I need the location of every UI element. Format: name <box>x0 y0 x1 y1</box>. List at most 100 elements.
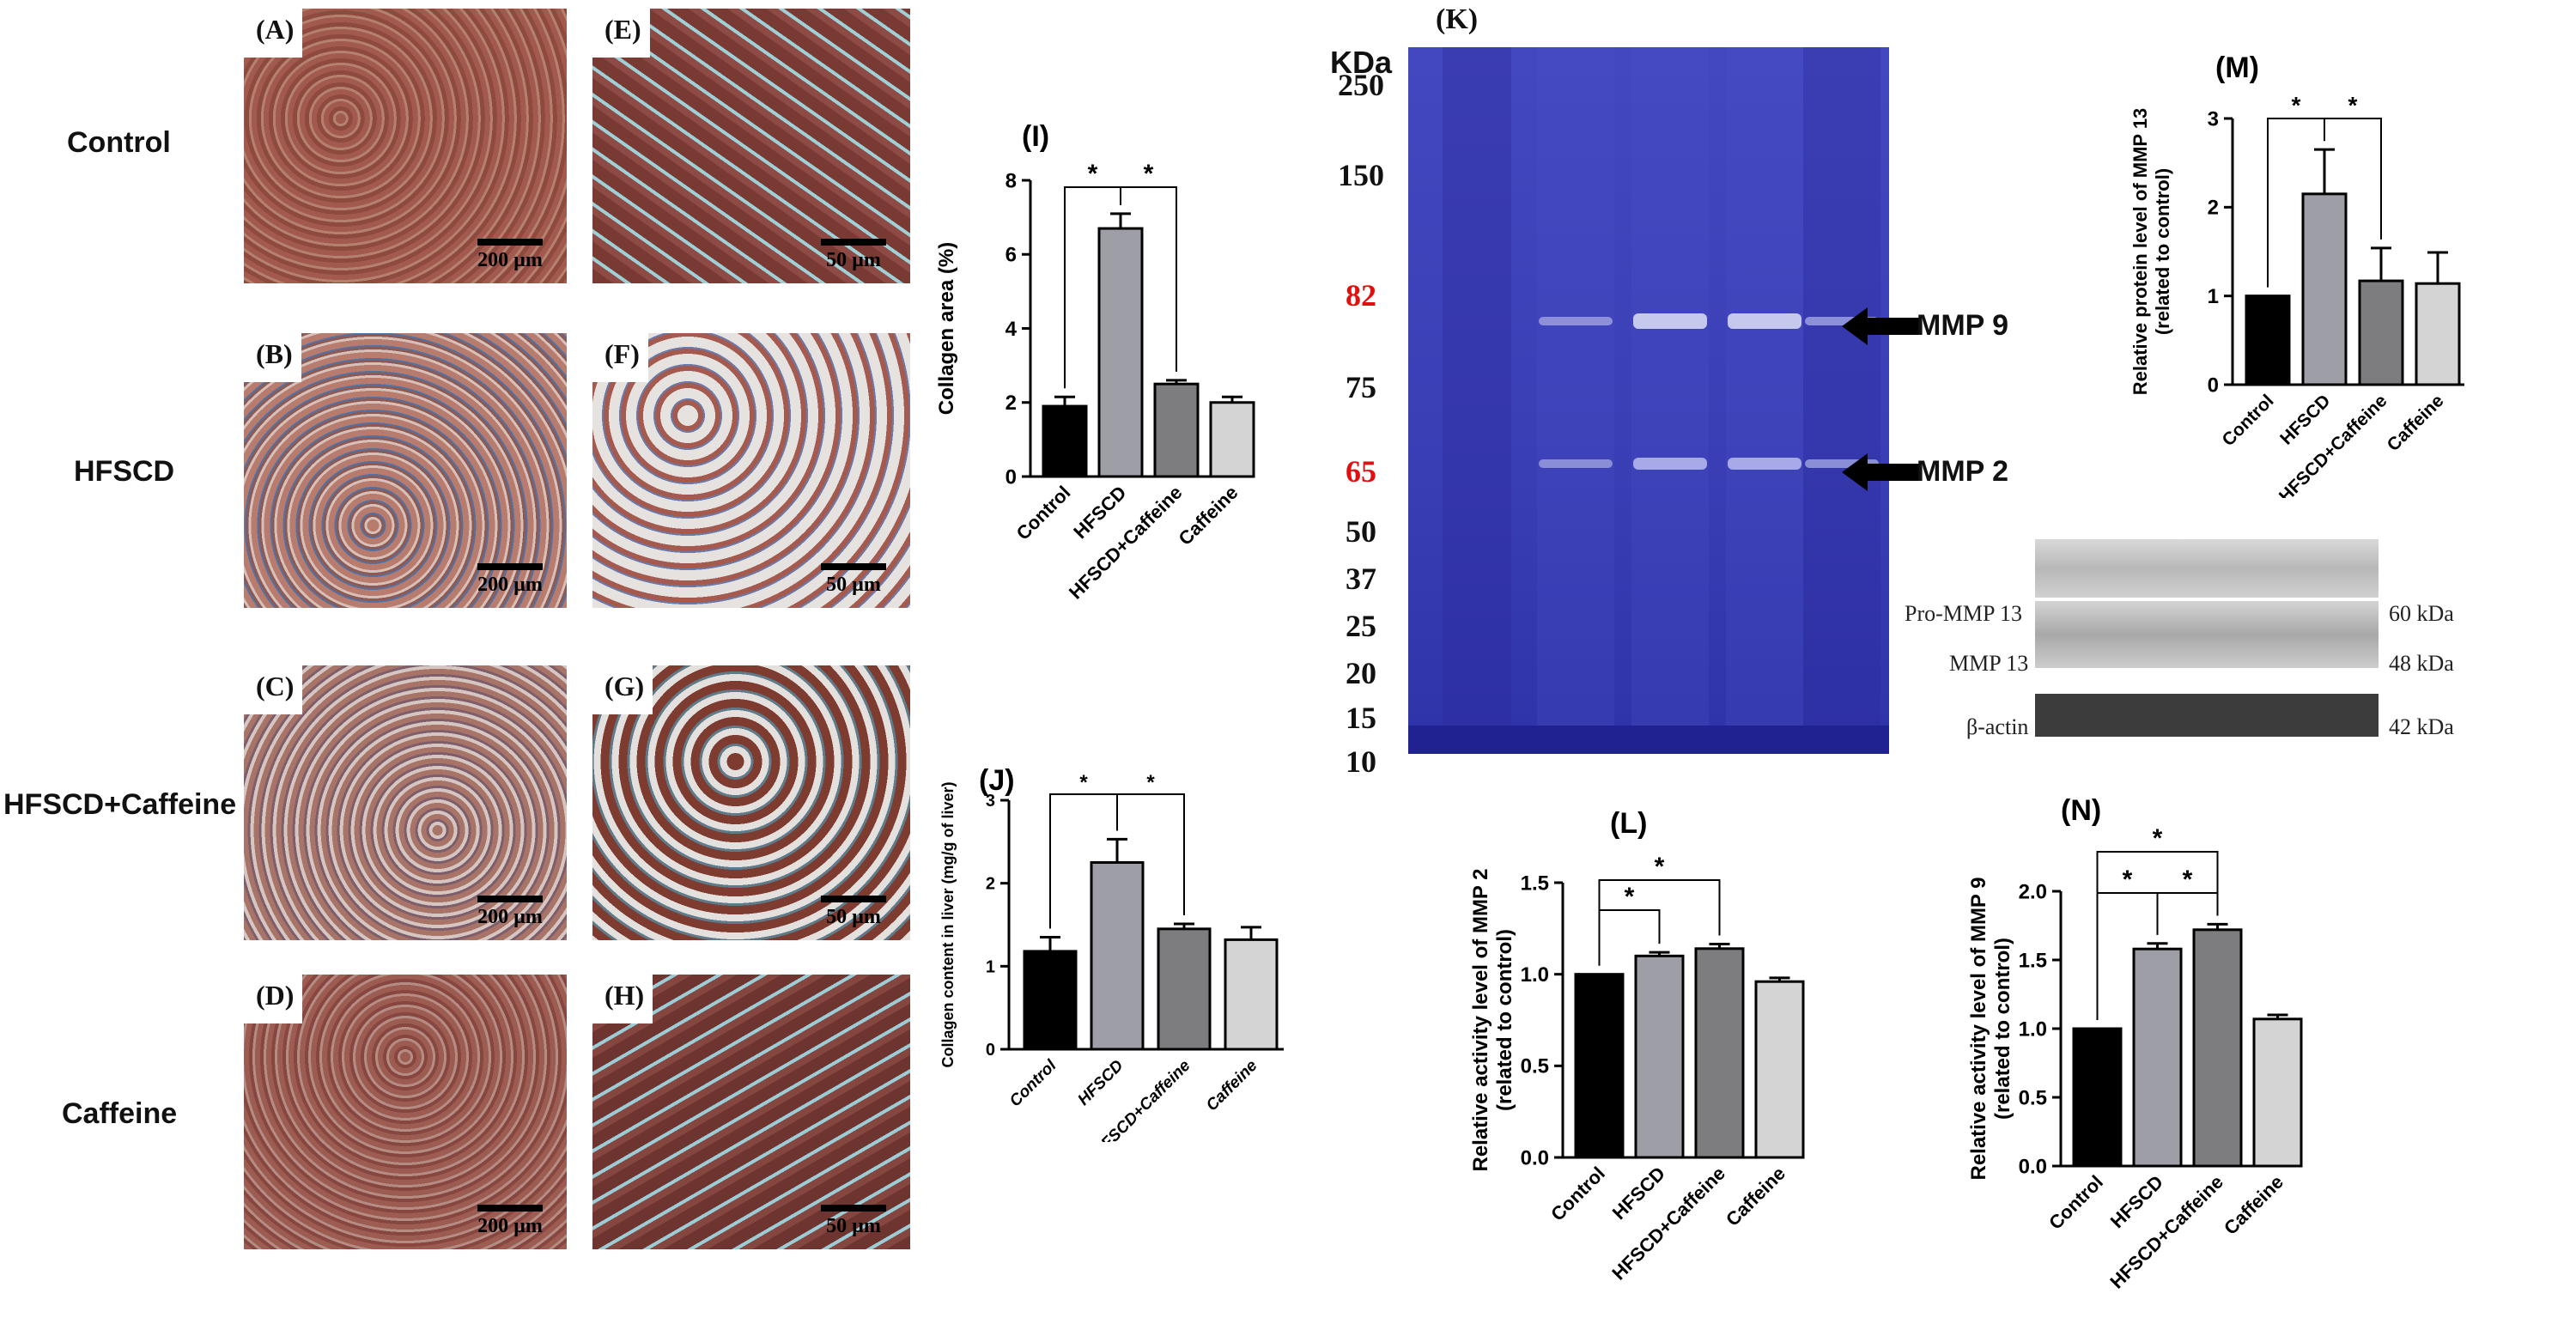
y-axis-label: Collagen area (%) <box>935 242 958 415</box>
x-tick-label: Control <box>1006 1056 1060 1110</box>
mw-marker-150: 150 <box>1338 158 1384 192</box>
significance-star: * <box>1079 771 1088 794</box>
blot-size-pro-mmp13: 60 kDa <box>2389 601 2454 626</box>
bar-hfscd-caffeine <box>2358 279 2404 386</box>
micrograph-a: (A) 200 µm <box>244 9 567 283</box>
gel-lane-3 <box>1631 47 1709 754</box>
significance-star: * <box>1625 883 1635 911</box>
bar-caffeine <box>2415 282 2461 386</box>
x-tick-label: HFSCD+Caffeine <box>1607 1163 1729 1285</box>
zymography-gel <box>1408 47 1889 754</box>
western-blot <box>2035 539 2379 737</box>
bar-caffeine <box>2252 1017 2303 1168</box>
significance-bracket <box>2096 851 2219 1020</box>
x-tick-label: HFSCD <box>1074 1056 1127 1108</box>
blot-label-mmp13: MMP 13 <box>1949 651 2029 676</box>
y-tick-label: 1.0 <box>2019 1017 2047 1041</box>
y-tick-label: 3 <box>2208 107 2219 131</box>
y-axis-label: Relative activity level of MMP 2 <box>1469 868 1492 1171</box>
bar-hfscd-caffeine <box>1157 927 1212 1051</box>
gel-lane-1 <box>1443 47 1511 754</box>
mw-marker-50: 50 <box>1346 514 1376 549</box>
scale-bar: 50 µm <box>802 1205 905 1238</box>
y-tick-label: 2 <box>986 875 995 894</box>
mw-marker-65: 65 <box>1346 454 1376 489</box>
significance-bracket <box>1116 793 1185 916</box>
significance-star: * <box>2183 866 2193 894</box>
row-label-control: Control <box>67 126 171 159</box>
significance-star: * <box>1146 771 1155 794</box>
blot-size-mmp13: 48 kDa <box>2389 651 2454 676</box>
significance-bracket <box>1598 879 1721 966</box>
mmp2-arrow-icon <box>1842 453 1919 491</box>
bar-hfscd <box>2132 947 2183 1168</box>
mw-marker-37: 37 <box>1346 562 1376 596</box>
x-tick-label: Control <box>1546 1163 1609 1225</box>
mmp9-arrow-label: MMP 9 <box>1917 309 2009 342</box>
mmp2-band-lane-4 <box>1728 458 1801 470</box>
mmp9-band-lane-3 <box>1633 313 1707 329</box>
x-tick-label: Caffeine <box>1722 1163 1789 1230</box>
bar-caffeine <box>1209 401 1255 478</box>
x-tick-label: HFSCD <box>2106 1171 2167 1232</box>
bar-control <box>1023 950 1078 1051</box>
significance-star: * <box>1655 853 1665 881</box>
y-tick-label: 3 <box>986 792 995 811</box>
mmp9-arrow-icon <box>1842 307 1919 345</box>
y-tick-label: 0.5 <box>2019 1086 2047 1109</box>
micrograph-tag: (G) <box>592 665 653 714</box>
blot-strip-pro-mmp13 <box>2035 539 2379 598</box>
bar-hfscd-caffeine <box>1694 947 1745 1159</box>
y-tick-label: 8 <box>1005 169 1017 192</box>
mmp9-band-lane-5 <box>1805 317 1879 325</box>
chart-mmp2-activity: (L) 0.0 0.5 1.0 1.5 Relative activity level o… <box>1469 807 1805 1285</box>
scale-bar: 50 µm <box>802 239 905 272</box>
bar-control <box>2245 295 2291 386</box>
gel-lane-5 <box>1803 47 1880 754</box>
mmp2-band-lane-5 <box>1805 459 1879 468</box>
row-label-hfscd-caffeine: HFSCD+Caffeine <box>3 788 237 821</box>
bar-control <box>1574 973 1625 1159</box>
y-tick-label: 1.5 <box>1521 872 1549 895</box>
bar-caffeine <box>1224 938 1279 1051</box>
x-tick-label: HFSCD <box>1608 1163 1669 1224</box>
mmp2-arrow-label: MMP 2 <box>1917 455 2009 488</box>
y-axis-label: Relative protein level of MMP 13 <box>2129 108 2151 396</box>
x-tick-label: Caffeine <box>1203 1056 1261 1115</box>
micrograph-tag: (D) <box>244 975 303 1023</box>
bar-caffeine <box>1754 980 1805 1159</box>
x-tick-label: HFSCD+Caffeine <box>2105 1171 2227 1293</box>
gel-bottom-front <box>1408 726 1889 754</box>
panel-letter-k: (K) <box>1436 3 1479 35</box>
y-axis-label: Collagen content in liver (mg/g of liver… <box>939 781 957 1067</box>
bar-hfscd <box>1090 861 1145 1051</box>
significance-star: * <box>1144 160 1154 188</box>
y-tick-label: 0.0 <box>1521 1146 1549 1169</box>
chart-mmp13-protein: (M) 0 1 2 3 Relative protein level of MMP 13(… <box>2129 52 2464 498</box>
y-tick-label: 2.0 <box>2019 880 2047 903</box>
mw-marker-250: 250 <box>1338 68 1384 102</box>
mw-marker-82: 82 <box>1346 278 1376 313</box>
significance-star: * <box>2292 92 2301 118</box>
mmp2-band-lane-3 <box>1633 458 1707 470</box>
significance-star: * <box>2153 824 2163 853</box>
bar-hfscd-caffeine <box>1153 382 1200 478</box>
x-tick-label: Control <box>1012 482 1075 544</box>
panel-letter: (N) <box>2061 794 2101 827</box>
bar-hfscd <box>2301 192 2348 386</box>
y-tick-label: 0.5 <box>1521 1055 1549 1078</box>
y-axis-label-secondary: (related to control) <box>1493 929 1516 1111</box>
panel-letter: (L) <box>1610 807 1647 840</box>
significance-star: * <box>2123 866 2133 894</box>
y-tick-label: 2 <box>1005 392 1017 415</box>
micrograph-e: (E) 50 µm <box>592 9 910 283</box>
mw-marker-20: 20 <box>1346 656 1376 690</box>
bar-control <box>2072 1027 2123 1168</box>
bar-hfscd <box>1097 227 1144 478</box>
blot-label-pro-mmp13: Pro-MMP 13 <box>1905 601 2023 626</box>
micrograph-c: (C) 200 µm <box>244 665 567 940</box>
row-label-caffeine: Caffeine <box>62 1097 178 1130</box>
panel-letter: (M) <box>2215 52 2259 84</box>
y-axis-label-secondary: (related to control) <box>1991 938 2014 1120</box>
